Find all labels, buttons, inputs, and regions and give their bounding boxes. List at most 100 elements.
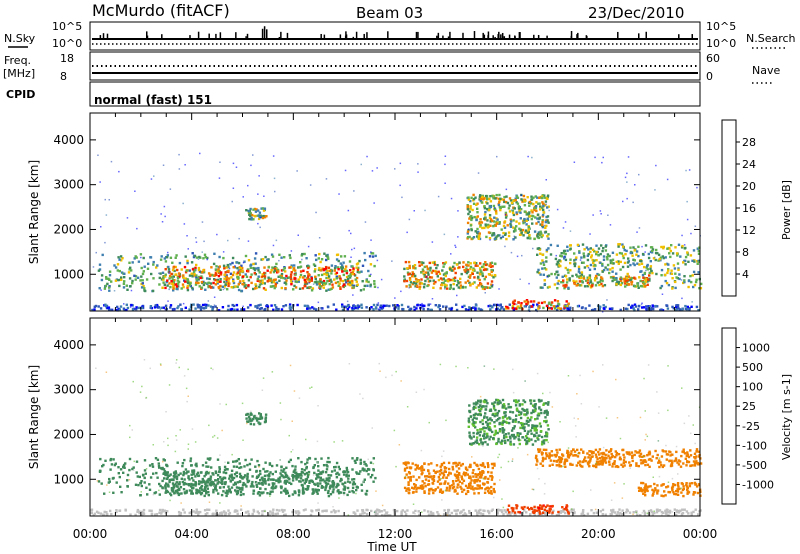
heatmap-cell [351, 279, 354, 283]
heatmap-cell [438, 272, 442, 275]
heatmap-cell [156, 476, 159, 479]
heatmap-cell [598, 307, 601, 310]
heatmap-cell [200, 491, 204, 495]
heatmap-cell [432, 469, 436, 472]
heatmap-cell [472, 469, 475, 472]
heatmap-cell [145, 278, 149, 281]
heatmap-cell [547, 233, 550, 236]
heatmap-cell [161, 510, 164, 513]
heatmap-cell [314, 275, 317, 279]
heatmap-cell [680, 512, 684, 516]
heatmap-cell [527, 420, 530, 423]
heatmap-cell [502, 416, 505, 419]
heatmap-cell [478, 198, 481, 201]
heatmap-cell [149, 305, 153, 308]
heatmap-cell [532, 410, 535, 414]
heatmap-cell [195, 241, 198, 243]
heatmap-cell [358, 472, 361, 475]
heatmap-cell [640, 303, 643, 306]
heatmap-cell [226, 308, 230, 312]
nsearch-tick-low: 10^0 [706, 37, 736, 50]
heatmap-cell [541, 441, 545, 444]
heatmap-cell [534, 424, 537, 428]
heatmap-cell [353, 247, 356, 250]
heatmap-cell [198, 489, 201, 493]
heatmap-cell [283, 481, 286, 484]
heatmap-cell [530, 202, 533, 205]
heatmap-cell [129, 306, 132, 308]
heatmap-cell [693, 283, 697, 287]
heatmap-cell [104, 284, 108, 288]
heatmap-cell [429, 475, 432, 479]
power-colorbar-title: Power [dB] [780, 180, 793, 240]
heatmap-cell [504, 441, 507, 445]
heatmap-cell [516, 433, 519, 437]
heatmap-cell [509, 222, 512, 226]
heatmap-cell [267, 483, 271, 486]
heatmap-cell [649, 308, 652, 311]
heatmap-cell [178, 483, 181, 486]
heatmap-cell [165, 280, 168, 284]
heatmap-cell [447, 280, 450, 283]
heatmap-cell [684, 304, 687, 308]
heatmap-cell [246, 476, 249, 479]
heatmap-cell [215, 489, 218, 492]
nsearch-label: N.Search [746, 32, 796, 45]
heatmap-cell [294, 465, 297, 468]
heatmap-cell [269, 478, 273, 481]
heatmap-cell [212, 281, 215, 285]
heatmap-cell [389, 514, 392, 517]
heatmap-cell [274, 470, 277, 473]
heatmap-cell [493, 425, 497, 428]
heatmap-cell [539, 408, 543, 412]
heatmap-cell [259, 472, 262, 476]
heatmap-cell [120, 491, 123, 494]
heatmap-cell [489, 239, 491, 241]
heatmap-cell [494, 208, 497, 212]
heatmap-cell [512, 418, 515, 422]
heatmap-cell [194, 484, 197, 487]
heatmap-cell [588, 282, 591, 285]
heatmap-cell [311, 306, 314, 309]
heatmap-cell [339, 287, 342, 290]
heatmap-cell [592, 511, 596, 515]
heatmap-cell [289, 309, 292, 312]
heatmap-cell [681, 307, 684, 310]
heatmap-cell [523, 204, 527, 207]
heatmap-cell [372, 468, 375, 471]
heatmap-cell [341, 305, 344, 308]
heatmap-cell [235, 471, 239, 474]
heatmap-cell [238, 273, 242, 276]
cpid-strip: CPID normal (fast) 151 [6, 81, 701, 107]
heatmap-cell [318, 473, 321, 476]
heatmap-cell [607, 254, 610, 258]
heatmap-cell [347, 477, 350, 480]
heatmap-cell [297, 280, 300, 283]
heatmap-cell [277, 270, 280, 273]
heatmap-cell [654, 251, 658, 255]
heatmap-cell [161, 479, 164, 483]
heatmap-cell [436, 486, 440, 489]
heatmap-cell [171, 268, 175, 272]
heatmap-cell [672, 307, 675, 310]
heatmap-cell [186, 235, 188, 237]
heatmap-cell [484, 210, 487, 214]
heatmap-cell [483, 213, 487, 216]
heatmap-cell [183, 458, 186, 462]
heatmap-cell [256, 277, 260, 281]
heatmap-cell [176, 461, 179, 464]
heatmap-cell [638, 227, 641, 229]
heatmap-cell [408, 266, 411, 270]
heatmap-cell [265, 215, 268, 218]
heatmap-cell [322, 281, 326, 285]
heatmap-cell [345, 271, 349, 275]
heatmap-cell [609, 259, 612, 262]
heatmap-cell [258, 307, 262, 311]
heatmap-cell [615, 253, 619, 256]
heatmap-cell [489, 224, 492, 227]
heatmap-cell [275, 479, 278, 482]
heatmap-cell [637, 254, 640, 258]
heatmap-cell [481, 422, 485, 426]
heatmap-cell [297, 457, 300, 460]
heatmap-cell [315, 308, 318, 311]
